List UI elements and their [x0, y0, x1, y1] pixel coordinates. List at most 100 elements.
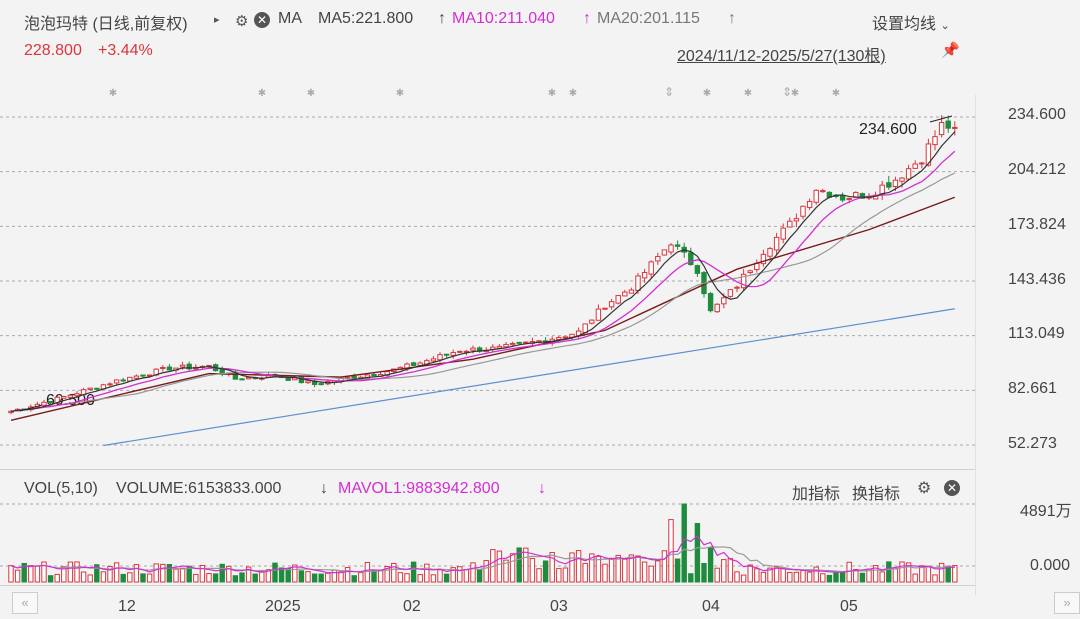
scroll-left-button[interactable]: «	[12, 592, 38, 614]
volume-bar	[34, 565, 41, 583]
candle-body	[839, 195, 846, 201]
chart-title: 泡泡玛特 (日线,前复权)	[24, 16, 188, 33]
candle-body	[582, 323, 588, 333]
candle-body	[892, 179, 899, 188]
high-annotation: 234.600	[859, 121, 917, 138]
candle-body	[47, 401, 54, 404]
volume-bar	[780, 567, 786, 583]
volume-bar	[41, 561, 47, 583]
event-marker: ✱	[109, 88, 117, 99]
candle-body	[806, 200, 813, 208]
volume-bar	[635, 555, 641, 583]
volume-bar	[107, 565, 113, 583]
ma5-arrow-icon: ↑	[438, 10, 446, 27]
volume-bar	[331, 569, 338, 583]
candle-body	[107, 383, 113, 386]
pin-icon[interactable]: 📌	[941, 42, 960, 59]
candle-body	[305, 380, 311, 384]
volume-bar	[542, 560, 549, 583]
volume-bar	[523, 547, 529, 583]
volume-bar	[707, 547, 714, 583]
volume-bar	[470, 562, 476, 583]
volume-bar	[826, 574, 833, 583]
volume-bar	[602, 563, 608, 583]
candle-body	[67, 394, 74, 398]
volume-bar	[595, 555, 602, 583]
candle-body	[602, 307, 608, 310]
candle-body	[760, 253, 767, 265]
vol-y-tick-1: 4891万	[1020, 503, 1072, 520]
volume-bar	[661, 550, 668, 583]
volume-bar	[410, 561, 417, 583]
add-indicator-button[interactable]: 加指标	[792, 486, 841, 503]
volume-bar	[371, 570, 377, 583]
volume-bar	[21, 562, 27, 583]
volume-bar	[311, 573, 318, 583]
settings-ma-button[interactable]: 设置均线 ⌄	[872, 10, 950, 34]
y-tick-4: 143.436	[1008, 271, 1066, 288]
volume-bar	[727, 558, 734, 583]
volume-bar	[272, 562, 278, 583]
candle-body	[562, 336, 569, 339]
vol-label: VOL(5,10)	[24, 480, 98, 497]
candle-body	[905, 168, 912, 180]
volume-bar	[569, 552, 575, 583]
candle-body	[635, 275, 641, 291]
volume-bar	[674, 558, 681, 583]
volume-bar	[14, 569, 21, 583]
candle-body	[932, 136, 938, 146]
y-tick-6: 82.661	[1008, 380, 1057, 397]
volume-bar	[747, 564, 753, 583]
expand-arrow-icon[interactable]: ▸	[214, 14, 220, 26]
candle-body	[773, 236, 780, 251]
volume-bar	[938, 562, 945, 583]
settings-ma-label: 设置均线	[872, 16, 937, 33]
volume-bar	[859, 572, 866, 583]
vol-gear-icon[interactable]: ⚙	[917, 480, 932, 497]
volume-bar	[338, 571, 344, 583]
gear-icon[interactable]: ⚙	[235, 13, 249, 30]
ma5-value: MA5:221.800	[318, 10, 414, 27]
volume-bar	[655, 560, 661, 583]
mavol2-line	[10, 546, 955, 573]
volume-bar	[153, 563, 159, 583]
candle-body	[179, 364, 186, 368]
x-tick-3: 02	[403, 598, 421, 615]
volume-bar	[886, 561, 892, 583]
candle-body	[509, 343, 516, 346]
volume-bar	[8, 565, 14, 583]
candle-body	[595, 308, 602, 321]
y-tick-2: 204.212	[1008, 161, 1066, 178]
volume-bar	[787, 571, 793, 583]
mavol1-arrow-icon: ↓	[538, 480, 546, 497]
ma5-line	[10, 131, 956, 412]
volume-bar	[120, 573, 126, 583]
date-range[interactable]: 2024/11/12-2025/5/27(130根)	[677, 48, 886, 65]
volume-bar	[615, 554, 621, 583]
volume-bar	[648, 565, 654, 583]
candle-body	[61, 396, 67, 399]
candle-body	[912, 163, 918, 169]
volume-bar	[496, 550, 503, 583]
volume-bar	[694, 523, 701, 583]
volume-bar	[193, 573, 199, 583]
volume-value: VOLUME:6153833.000	[116, 480, 282, 497]
close-icon[interactable]: ✕	[254, 12, 270, 28]
ma10-value: MA10:211.040	[452, 10, 555, 27]
event-marker: ✱	[791, 88, 799, 99]
volume-bar	[54, 573, 60, 583]
event-marker: ⇕	[664, 85, 674, 99]
switch-indicator-button[interactable]: 换指标	[852, 486, 901, 503]
low-arrow	[19, 404, 43, 412]
volume-bar	[424, 563, 430, 583]
volume-bar	[80, 571, 87, 583]
volume-bar	[206, 573, 212, 583]
volume-bar	[628, 554, 635, 583]
volume-bar	[232, 575, 239, 583]
vol-close-icon[interactable]: ✕	[944, 480, 960, 496]
candle-body	[919, 162, 925, 165]
volume-bar	[252, 573, 258, 583]
volume-arrow-icon: ↓	[320, 480, 328, 497]
candle-body	[734, 286, 740, 289]
